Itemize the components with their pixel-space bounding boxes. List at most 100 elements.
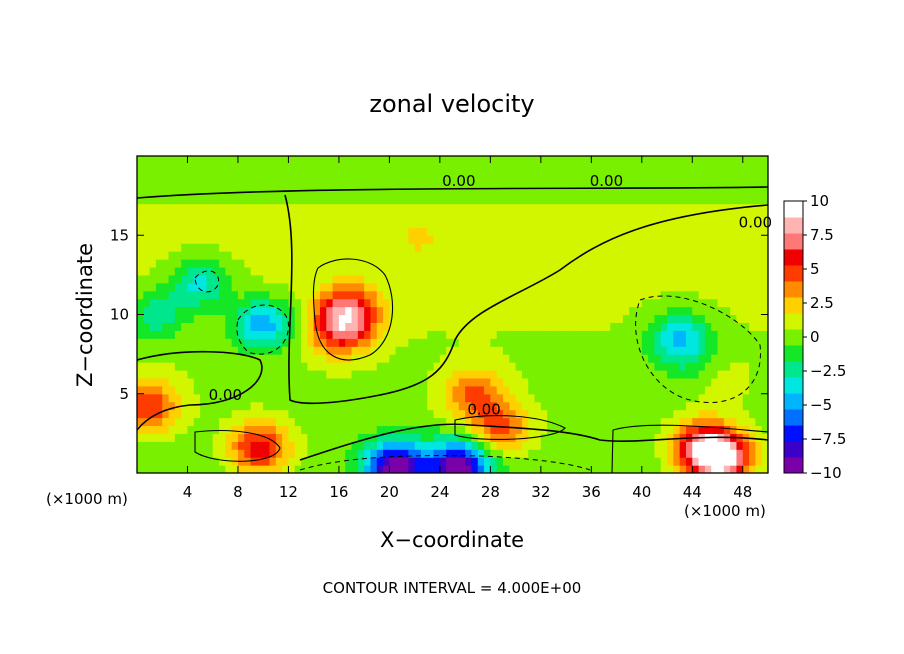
heatmap-cell bbox=[502, 156, 510, 165]
heatmap-cell bbox=[345, 369, 353, 379]
heatmap-cell bbox=[465, 290, 473, 300]
heatmap-cell bbox=[534, 369, 542, 379]
heatmap-cell bbox=[212, 369, 220, 379]
heatmap-cell bbox=[648, 282, 656, 292]
heatmap-cell bbox=[219, 251, 226, 260]
heatmap-cell bbox=[515, 346, 523, 355]
heatmap-cell bbox=[345, 298, 353, 308]
heatmap-cell bbox=[528, 377, 536, 387]
heatmap-cell bbox=[761, 259, 768, 268]
heatmap-cell bbox=[420, 266, 428, 276]
heatmap-cell bbox=[244, 306, 252, 316]
heatmap-cell bbox=[660, 417, 668, 427]
heatmap-cell bbox=[490, 227, 498, 236]
heatmap-cell bbox=[484, 354, 491, 363]
heatmap-cell bbox=[496, 259, 504, 268]
heatmap-cell bbox=[452, 449, 460, 458]
heatmap-cell bbox=[490, 465, 498, 473]
heatmap-cell bbox=[446, 354, 454, 363]
heatmap-cell bbox=[439, 457, 447, 466]
heatmap-cell bbox=[288, 385, 296, 395]
heatmap-cell bbox=[332, 369, 340, 379]
heatmap-cell bbox=[610, 156, 618, 165]
heatmap-cell bbox=[446, 163, 454, 173]
heatmap-cell bbox=[212, 243, 220, 252]
heatmap-cell bbox=[749, 314, 756, 324]
heatmap-cell bbox=[616, 377, 624, 387]
heatmap-cell bbox=[143, 425, 151, 434]
heatmap-cell bbox=[137, 203, 144, 213]
heatmap-cell bbox=[357, 195, 365, 205]
heatmap-cell bbox=[679, 385, 687, 395]
heatmap-cell bbox=[736, 314, 744, 324]
heatmap-cell bbox=[345, 465, 353, 473]
heatmap-cell bbox=[654, 163, 662, 173]
heatmap-cell bbox=[761, 156, 768, 165]
heatmap-cell bbox=[319, 433, 327, 442]
heatmap-cell bbox=[433, 290, 441, 300]
heatmap-cell bbox=[402, 227, 409, 236]
heatmap-cell bbox=[162, 425, 170, 434]
heatmap-cell bbox=[282, 401, 290, 411]
heatmap-cell bbox=[143, 259, 151, 268]
heatmap-cell bbox=[439, 156, 447, 165]
heatmap-cell bbox=[572, 298, 580, 308]
heatmap-cell bbox=[414, 314, 422, 324]
heatmap-cell bbox=[225, 425, 233, 434]
heatmap-cell bbox=[237, 322, 245, 331]
heatmap-cell bbox=[275, 179, 283, 189]
heatmap-cell bbox=[219, 330, 226, 339]
heatmap-cell bbox=[427, 385, 435, 395]
heatmap-cell bbox=[389, 449, 397, 458]
y-axis-label: Z−coordinate bbox=[73, 243, 97, 387]
heatmap-cell bbox=[698, 227, 706, 236]
heatmap-cell bbox=[357, 227, 365, 236]
heatmap-cell bbox=[660, 354, 668, 363]
heatmap-cell bbox=[484, 306, 491, 316]
heatmap-cell bbox=[509, 441, 517, 450]
heatmap-cell bbox=[540, 187, 548, 197]
heatmap-cell bbox=[263, 401, 271, 411]
heatmap-cell bbox=[193, 433, 201, 442]
heatmap-cell bbox=[294, 385, 302, 395]
heatmap-cell bbox=[345, 362, 353, 371]
heatmap-cell bbox=[231, 227, 239, 236]
heatmap-cell bbox=[256, 227, 264, 236]
heatmap-cell bbox=[244, 266, 252, 276]
heatmap-cell bbox=[162, 179, 170, 189]
heatmap-cell bbox=[250, 393, 258, 403]
heatmap-cell bbox=[446, 298, 454, 308]
heatmap-cell bbox=[490, 346, 498, 355]
heatmap-cell bbox=[301, 314, 308, 324]
heatmap-cell bbox=[465, 338, 473, 347]
heatmap-cell bbox=[408, 354, 416, 363]
heatmap-cell bbox=[591, 195, 599, 205]
heatmap-cell bbox=[244, 465, 252, 473]
heatmap-cell bbox=[698, 425, 706, 434]
heatmap-cell bbox=[515, 243, 523, 252]
heatmap-cell bbox=[288, 171, 296, 181]
heatmap-cell bbox=[427, 441, 435, 450]
heatmap-cell bbox=[357, 298, 365, 308]
heatmap-cell bbox=[698, 369, 706, 379]
heatmap-cell bbox=[667, 266, 674, 276]
heatmap-cell bbox=[742, 259, 750, 268]
heatmap-cell bbox=[484, 457, 491, 466]
heatmap-cell bbox=[319, 171, 327, 181]
heatmap-cell bbox=[742, 219, 750, 228]
heatmap-cell bbox=[187, 298, 195, 308]
heatmap-cell bbox=[692, 219, 700, 228]
heatmap-cell bbox=[484, 298, 491, 308]
heatmap-cell bbox=[143, 330, 151, 339]
heatmap-cell bbox=[559, 298, 567, 308]
heatmap-cell bbox=[490, 251, 498, 260]
heatmap-cell bbox=[446, 282, 454, 292]
heatmap-cell bbox=[591, 274, 599, 284]
heatmap-cell bbox=[364, 417, 372, 427]
heatmap-cell bbox=[446, 259, 454, 268]
heatmap-cell bbox=[540, 203, 548, 213]
heatmap-cell bbox=[667, 163, 674, 173]
heatmap-cell bbox=[641, 354, 649, 363]
heatmap-cell bbox=[319, 401, 327, 411]
heatmap-cell bbox=[219, 465, 226, 473]
